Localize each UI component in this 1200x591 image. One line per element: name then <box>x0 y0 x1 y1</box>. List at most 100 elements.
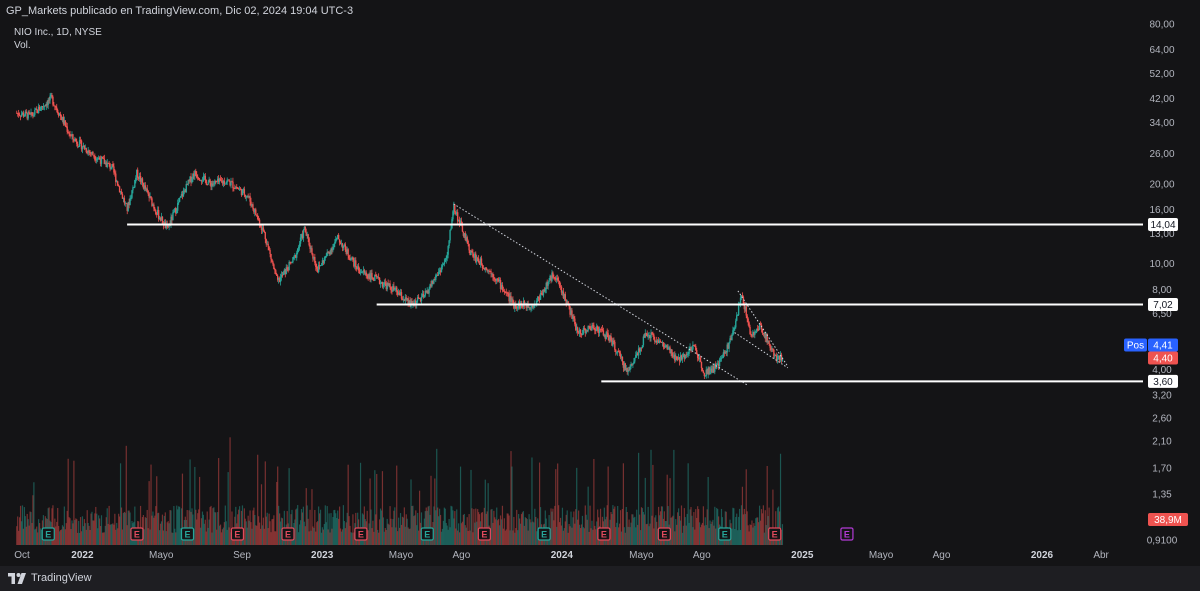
candle-body <box>615 349 617 352</box>
candle-body <box>282 272 285 276</box>
candle-body <box>774 355 776 357</box>
publish-info: GP_Markets publicado en TradingView.com,… <box>6 5 354 17</box>
candle-body <box>272 261 274 265</box>
candle-body <box>94 156 96 160</box>
candle-body <box>257 219 260 220</box>
candle-body <box>203 175 206 177</box>
volume-bar <box>92 520 94 545</box>
candle-body <box>78 140 81 147</box>
time-axis[interactable]: Oct 2022 Mayo Sep 2023 Mayo Ago 2024 Mayo Ago 2025… <box>14 550 1109 561</box>
candle-body <box>423 295 426 297</box>
volume-bar <box>198 509 200 545</box>
candle-body <box>764 333 766 339</box>
candle-body <box>623 363 626 368</box>
volume-bar <box>59 531 61 545</box>
candle-body <box>706 369 708 375</box>
candle-body <box>502 290 505 291</box>
volume-bar <box>692 527 694 545</box>
volume-bar <box>127 510 129 545</box>
volume-bar <box>640 507 643 545</box>
volume-bar <box>613 508 615 545</box>
candle-body <box>464 233 467 240</box>
volume-bar <box>651 515 653 545</box>
candle-body <box>722 352 725 358</box>
candle-body <box>161 216 164 224</box>
volume-bar <box>205 531 207 545</box>
volume-bar <box>146 509 148 545</box>
candle-body <box>89 151 91 153</box>
volume-bar <box>80 531 83 545</box>
candle-body <box>386 283 388 290</box>
price-axis[interactable]: 80,0064,0052,0042,0034,0026,0020,0016,00… <box>1147 20 1178 547</box>
candle-body <box>445 258 447 260</box>
volume-bar <box>63 506 65 545</box>
candle-body <box>326 251 328 256</box>
candle-body <box>768 340 770 345</box>
volume-bar <box>638 452 640 545</box>
candle-body <box>171 216 173 221</box>
candle-body <box>179 196 182 198</box>
candle-body <box>442 264 445 266</box>
candle-body <box>206 184 208 186</box>
volume-bar <box>164 512 166 545</box>
candle-body <box>693 344 695 346</box>
candle-body <box>555 279 557 280</box>
tradingview-brand[interactable]: TradingView <box>8 572 92 584</box>
candle-body <box>548 279 550 282</box>
candle-body <box>421 293 424 297</box>
candle-body <box>129 198 131 206</box>
volume-bar <box>670 517 672 545</box>
volume-bar <box>31 522 33 545</box>
candle-body <box>573 316 575 319</box>
volume-bar <box>766 465 768 545</box>
volume-bar <box>102 532 105 545</box>
candle-body <box>60 116 63 121</box>
trendline <box>737 290 789 367</box>
candle-body <box>277 278 280 280</box>
candle-body <box>719 358 722 360</box>
candle-body <box>234 188 236 189</box>
candle-body <box>776 355 778 361</box>
trendlines[interactable] <box>453 203 789 386</box>
candle-body <box>64 120 67 127</box>
candle-body <box>68 132 70 135</box>
candle-body <box>194 170 196 177</box>
earnings-event-marker <box>718 527 732 541</box>
volume-bar <box>617 505 619 545</box>
candle-body <box>103 158 106 165</box>
horizontal-levels[interactable] <box>127 223 1143 383</box>
candle-body <box>576 327 578 330</box>
candle-body <box>357 266 360 271</box>
volume-bar <box>157 513 159 545</box>
candle-body <box>24 111 27 116</box>
volume-bar <box>694 529 696 545</box>
volume-bar <box>147 528 149 545</box>
price-tick-label: 20,00 <box>1149 179 1174 190</box>
volume-bar <box>21 505 24 545</box>
candle-body <box>449 230 451 241</box>
candle-body <box>343 244 346 246</box>
volume-bar <box>334 509 336 545</box>
candle-body <box>591 325 593 331</box>
volume-bar <box>430 475 432 545</box>
candle-body <box>667 347 669 350</box>
price-tick-label: 80,00 <box>1149 20 1174 31</box>
volume-bar <box>674 531 676 545</box>
volume-bar <box>211 532 213 545</box>
candle-body <box>92 151 94 156</box>
volume-bar <box>48 507 50 545</box>
volume-bar <box>765 525 767 545</box>
volume-value-tag-label: 38,9M <box>1154 515 1182 526</box>
candle-body <box>83 145 86 150</box>
candle-body <box>428 288 430 294</box>
volume-bar <box>33 482 35 545</box>
volume-legend[interactable]: Vol. <box>14 40 31 51</box>
candle-body <box>138 175 141 179</box>
symbol-legend[interactable]: NIO Inc., 1D, NYSE <box>14 27 102 38</box>
volume-bar <box>576 467 578 545</box>
volume-bar <box>468 514 470 545</box>
candle-body <box>160 216 163 221</box>
volume-bar <box>518 518 521 545</box>
